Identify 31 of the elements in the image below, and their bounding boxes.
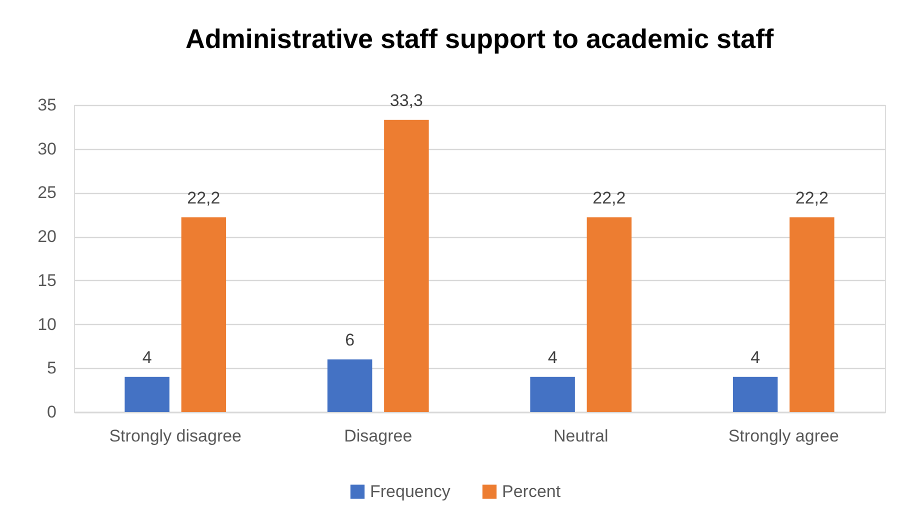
x-tick-label: Strongly disagree <box>109 426 242 446</box>
data-label: 4 <box>142 348 152 367</box>
legend-label: Frequency <box>370 482 451 501</box>
bar <box>530 376 575 412</box>
y-tick-label: 0 <box>47 402 56 422</box>
data-label: 6 <box>345 330 355 350</box>
chart-title: Administrative staff support to academic staff <box>185 24 775 54</box>
y-tick-label: 25 <box>38 183 56 202</box>
y-tick-label: 35 <box>38 96 56 114</box>
y-tick-label: 30 <box>38 139 56 158</box>
bar <box>124 376 170 412</box>
bar <box>732 376 778 412</box>
y-tick-label: 10 <box>38 314 56 334</box>
data-label: 4 <box>750 348 760 367</box>
data-label: 22,2 <box>592 188 626 208</box>
bar <box>327 359 372 412</box>
data-label: 4 <box>548 348 558 367</box>
x-tick-label: Neutral <box>553 426 608 446</box>
x-tick-label: Disagree <box>344 426 412 446</box>
y-tick-label: 20 <box>38 227 56 246</box>
bar <box>586 217 632 412</box>
legend-label: Percent <box>502 482 561 501</box>
bar <box>790 217 834 412</box>
data-label: 33,3 <box>390 90 423 110</box>
y-tick-label: 5 <box>47 358 56 378</box>
x-tick-label: Strongly agree <box>728 426 839 446</box>
data-label: 22,2 <box>795 188 828 208</box>
data-label: 22,2 <box>187 188 220 208</box>
bar <box>384 120 429 412</box>
y-tick-label: 15 <box>38 270 56 290</box>
bar <box>181 217 226 412</box>
